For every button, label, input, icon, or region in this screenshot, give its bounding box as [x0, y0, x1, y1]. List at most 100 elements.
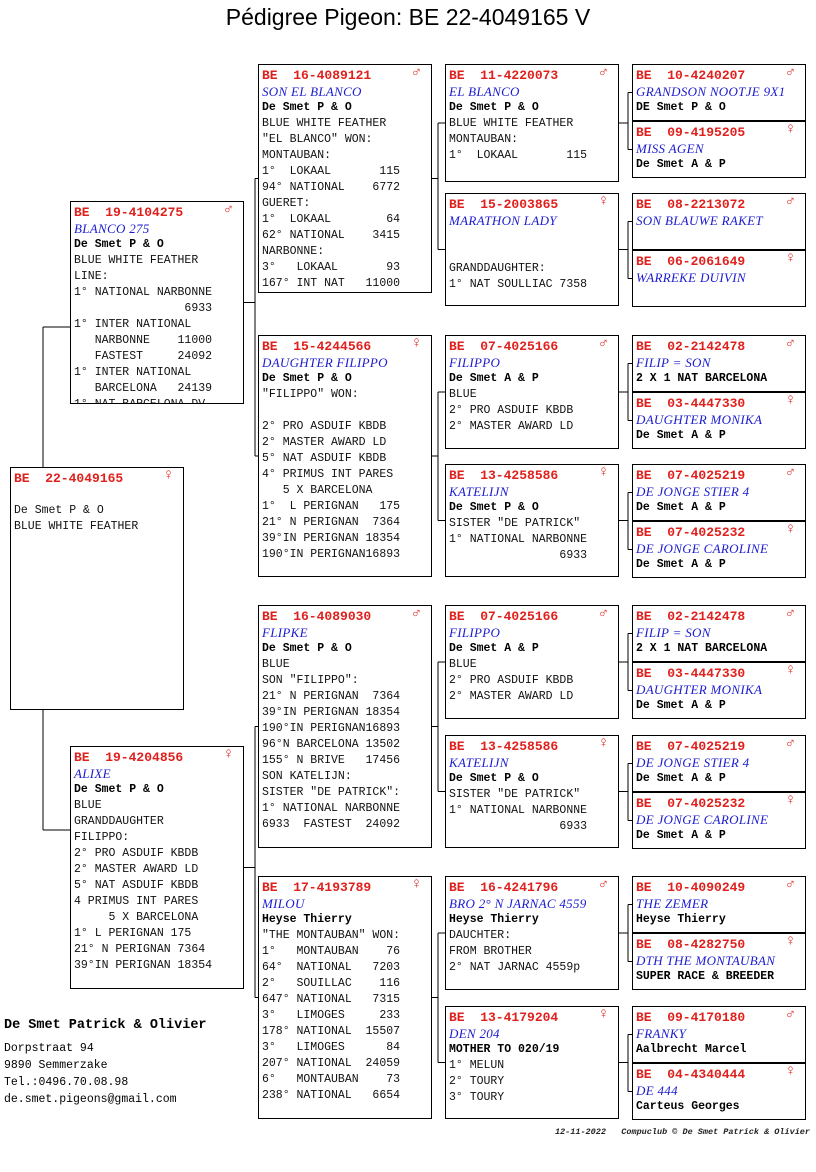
info-line: 4 PRIMUS INT PARES	[74, 895, 199, 908]
owner: De Smet P & O	[449, 501, 539, 514]
info-line: 190°IN PERIGNAN16893	[262, 548, 401, 561]
pigeon-name: FILIPPO	[449, 625, 501, 640]
owner: MOTHER TO 020/19	[449, 1043, 560, 1056]
info-line: 1° INTER NATIONAL	[74, 318, 192, 331]
info-line: BLUE WHITE FEATHER	[262, 117, 387, 130]
pigeon-card[interactable]: BE 16-4241796 ♂ BRO 2° N JARNAC 4559 Heyse …	[445, 876, 619, 990]
info-line: BLUE	[449, 658, 477, 671]
ring-number: BE 02-2142478	[636, 609, 746, 624]
ring-number: BE 13-4258586	[449, 739, 559, 754]
info-line: 5° NAT ASDUIF KBDB	[262, 452, 387, 465]
pigeon-card[interactable]: BE 11-4220073 ♂ EL BLANCO De Smet P & O BLUE…	[445, 64, 619, 182]
pigeon-card[interactable]: BE 09-4170180 ♂ FRANKY Aalbrecht Marcel	[632, 1006, 806, 1063]
pigeon-card[interactable]: BE 16-4089030 ♂ FLIPKE De Smet P & O BLUE SON…	[258, 605, 432, 848]
pigeon-card[interactable]: BE 07-4025232 ♀ DE JONGE CAROLINE De Smet A…	[632, 521, 806, 578]
info-line: FROM BROTHER	[449, 945, 532, 958]
pigeon-card[interactable]: BE 07-4025232 ♀ DE JONGE CAROLINE De Smet A…	[632, 792, 806, 849]
owner: De Smet A & P	[636, 158, 726, 171]
male-symbol-icon: ♂	[785, 1006, 795, 1023]
pigeon-name: FRANKY	[636, 1026, 687, 1041]
owner: De Smet A & P	[636, 429, 726, 442]
owner: Aalbrecht Marcel	[636, 1043, 747, 1056]
male-symbol-icon: ♂	[785, 464, 795, 481]
info-line: 2° MASTER AWARD LD	[449, 420, 574, 433]
owner: Heyse Thierry	[262, 913, 352, 926]
ring-number: BE 07-4025232	[636, 525, 746, 540]
email[interactable]: de.smet.pigeons@gmail.com	[4, 1093, 177, 1106]
male-symbol-icon: ♂	[785, 605, 795, 622]
ring-number: BE 07-4025219	[636, 739, 746, 754]
pigeon-card[interactable]: BE 13-4258586 ♀ KATELIJN De Smet P & O SISTE…	[445, 464, 619, 577]
ring-number: BE 11-4220073	[449, 68, 559, 83]
pigeon-card[interactable]: BE 10-4090249 ♂ THE ZEMER Heyse Thierry	[632, 876, 806, 933]
female-symbol-icon: ♀	[598, 464, 608, 481]
female-symbol-icon: ♀	[785, 933, 795, 950]
info-line: 2° MASTER AWARD LD	[74, 863, 199, 876]
ring-number: BE 16-4089121	[262, 68, 372, 83]
pigeon-card[interactable]: BE 15-2003865 ♀ MARATHON LADY GRANDDAUGHTER…	[445, 193, 619, 306]
pigeon-card[interactable]: BE 08-2213072 ♂ SON BLAUWE RAKET	[632, 193, 806, 250]
ring-number: BE 10-4090249	[636, 880, 746, 895]
pigeon-card[interactable]: BE 19-4204856 ♀ ALIXE De Smet P & O BLUE GRAN…	[70, 746, 244, 989]
pigeon-name: DEN 204	[449, 1026, 500, 1041]
info-line: NARBONNE:	[262, 245, 325, 258]
pigeon-card[interactable]: BE 13-4179204 ♀ DEN 204 MOTHER TO 020/19 1° …	[445, 1006, 619, 1119]
info-line: 1° NAT BARCELONA DV	[74, 397, 243, 403]
info-line: 6933	[449, 820, 588, 833]
female-symbol-icon: ♀	[785, 250, 795, 267]
ring-number: BE 09-4170180	[636, 1010, 746, 1025]
pigeon-name: BLANCO 275	[74, 221, 150, 236]
info-line	[262, 403, 431, 419]
owner: De Smet P & O	[262, 101, 352, 114]
info-line: 62° NATIONAL 3415	[262, 229, 401, 242]
pigeon-card[interactable]: BE 02-2142478 ♂ FILIP = SON 2 X 1 NAT BARCE…	[632, 605, 806, 662]
info-line: 6° MONTAUBAN 73	[262, 1073, 401, 1086]
pigeon-card[interactable]: BE 07-4025166 ♂ FILIPPO De Smet A & P BLUE 2°…	[445, 605, 619, 719]
ring-number: BE 22-4049165	[14, 471, 124, 486]
female-symbol-icon: ♀	[785, 1063, 795, 1080]
pigeon-name: DE JONGE CAROLINE	[636, 541, 769, 556]
pigeon-card[interactable]: BE 17-4193789 ♀ MILOU Heyse Thierry "THE MON…	[258, 876, 432, 1119]
pigeon-card[interactable]: BE 03-4447330 ♀ DAUGHTER MONIKA De Smet A &…	[632, 662, 806, 719]
pigeon-card[interactable]: BE 07-4025219 ♂ DE JONGE STIER 4 De Smet A …	[632, 735, 806, 792]
pigeon-name: DE JONGE STIER 4	[636, 755, 750, 770]
owner: De Smet P & O	[449, 772, 539, 785]
info-line: SON KATELIJN:	[262, 770, 352, 783]
pigeon-card[interactable]: BE 02-2142478 ♂ FILIP = SON 2 X 1 NAT BARCE…	[632, 335, 806, 392]
male-symbol-icon: ♂	[598, 876, 608, 893]
pigeon-card[interactable]: BE 08-4282750 ♀ DTH THE MONTAUBAN SUPER RAC…	[632, 933, 806, 990]
pigeon-name: THE ZEMER	[636, 896, 709, 911]
pigeon-card[interactable]: BE 16-4089121 ♂ SON EL BLANCO De Smet P & O…	[258, 64, 432, 293]
info-line: BLUE	[262, 658, 290, 671]
info-line: BARCELONA 24139	[74, 382, 213, 395]
pigeon-name: DAUGHTER MONIKA	[636, 682, 763, 697]
info-line: 3° LOKAAL 93	[262, 261, 401, 274]
female-symbol-icon: ♀	[598, 735, 608, 752]
pigeon-name: MARATHON LADY	[449, 213, 557, 228]
ring-number: BE 13-4258586	[449, 468, 559, 483]
pigeon-card[interactable]: BE 15-4244566 ♀ DAUGHTER FILIPPO De Smet P …	[258, 335, 432, 577]
ring-number: BE 04-4340444	[636, 1067, 746, 1082]
pigeon-card[interactable]: BE 03-4447330 ♀ DAUGHTER MONIKA De Smet A &…	[632, 392, 806, 449]
info-line: 2° TOURY	[449, 1075, 505, 1088]
owner: Carteus Georges	[636, 1100, 740, 1113]
info-line: BLUE WHITE FEATHER	[449, 117, 574, 130]
ring-number: BE 15-2003865	[449, 197, 559, 212]
pigeon-card[interactable]: BE 07-4025166 ♂ FILIPPO De Smet A & P BLUE 2°…	[445, 335, 619, 449]
pigeon-name: DE JONGE STIER 4	[636, 484, 750, 499]
pigeon-card[interactable]: BE 07-4025219 ♂ DE JONGE STIER 4 De Smet A …	[632, 464, 806, 521]
pigeon-name: WARREKE DUIVIN	[636, 270, 746, 285]
pigeon-card[interactable]: BE 22-4049165 ♀ De Smet P & O BLUE WHITE FE…	[10, 467, 184, 710]
info-line: 1° LOKAAL 115	[262, 165, 401, 178]
info-line: BLUE	[449, 388, 477, 401]
pigeon-name: DAUGHTER MONIKA	[636, 412, 763, 427]
pigeon-card[interactable]: BE 06-2061649 ♀ WARREKE DUIVIN	[632, 250, 806, 307]
pigeon-card[interactable]: BE 09-4195205 ♀ MISS AGEN De Smet A & P	[632, 121, 806, 178]
pigeon-name: SON EL BLANCO	[262, 84, 362, 99]
pigeon-card[interactable]: BE 13-4258586 ♀ KATELIJN De Smet P & O SISTE…	[445, 735, 619, 848]
pigeon-card[interactable]: BE 19-4104275 ♂ BLANCO 275 De Smet P & O BLU…	[70, 201, 244, 404]
ring-number: BE 08-4282750	[636, 937, 746, 952]
pigeon-card[interactable]: BE 10-4240207 ♂ GRANDSON NOOTJE 9X1 DE Smet…	[632, 64, 806, 121]
pigeon-card[interactable]: BE 04-4340444 ♀ DE 444 Carteus Georges	[632, 1063, 806, 1120]
